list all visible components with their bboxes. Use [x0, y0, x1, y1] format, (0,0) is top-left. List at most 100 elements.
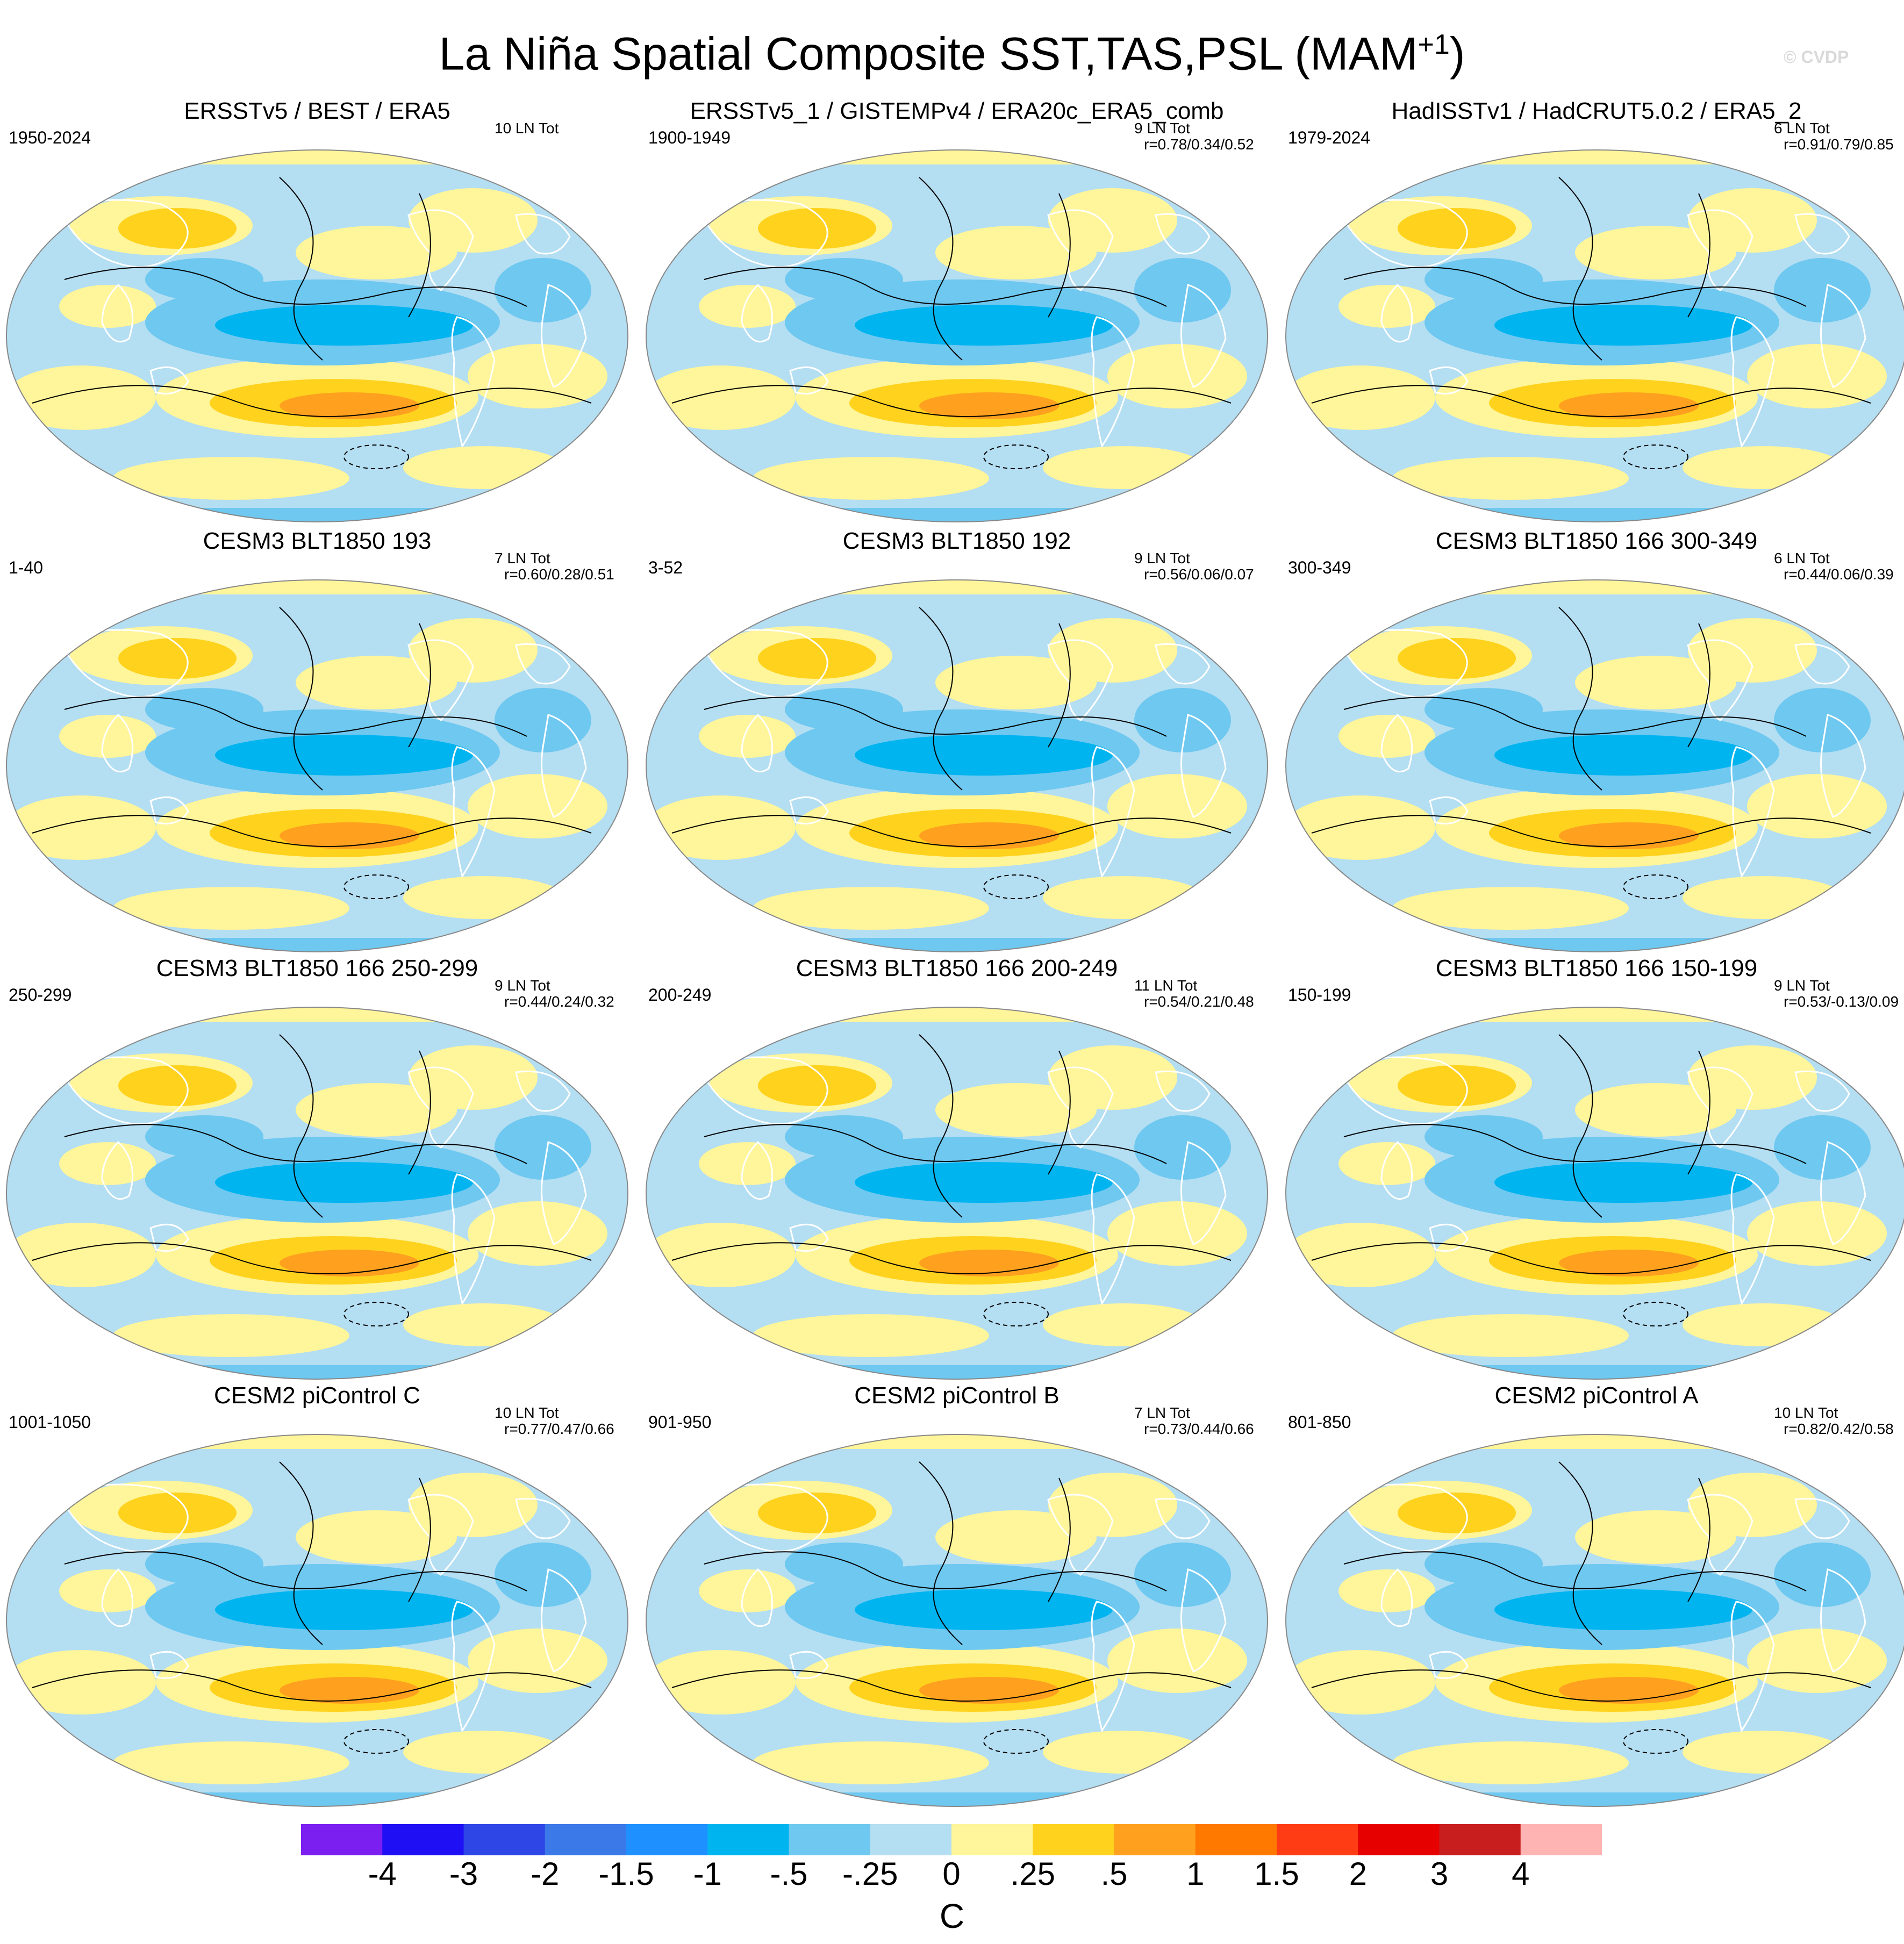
panel-event-count: 7 LN Tot — [495, 550, 550, 566]
panel-event-count: 10 LN Tot — [495, 1404, 559, 1421]
psl-contour — [279, 1034, 323, 1218]
psl-contour — [1558, 1461, 1602, 1645]
map-panel: CESM2 piControl A 801-850 10 LN Tot r=0.82/… — [1279, 1381, 1904, 1807]
warm-anomaly-region — [646, 795, 796, 860]
warm-anomaly-region — [113, 1741, 349, 1784]
warm-anomaly-region — [1575, 1083, 1736, 1137]
warm-anomaly-region — [1043, 1731, 1204, 1774]
warm-anomaly-region — [403, 1303, 564, 1346]
panel-title: CESM2 piControl B — [854, 1382, 1060, 1409]
coastline — [1429, 1223, 1469, 1252]
psl-contour — [408, 193, 431, 318]
coastline — [101, 283, 134, 343]
warm-anomaly-region — [1683, 1731, 1844, 1774]
globe-map — [646, 579, 1268, 952]
coastline — [1180, 1568, 1227, 1673]
coastline — [451, 746, 496, 878]
panel-event-count: 9 LN Tot — [1134, 120, 1190, 137]
globe-map — [1285, 1007, 1904, 1380]
warm-anomaly-region — [59, 1142, 156, 1185]
colorbar-tick-label: -2 — [531, 1856, 560, 1892]
arctic-band — [6, 1007, 628, 1022]
colorbar-tick-label: 1.5 — [1254, 1856, 1299, 1892]
warm-anomaly-region — [1392, 457, 1629, 500]
psl-contour — [279, 607, 323, 791]
coastline — [1429, 1651, 1469, 1679]
warm-anomaly-region — [113, 887, 349, 930]
map-panel: ERSSTv5 / BEST / ERA5 1950-2024 10 LN Tot — [0, 97, 634, 522]
psl-contour — [1343, 697, 1807, 737]
colorbar-swatch — [1114, 1824, 1196, 1855]
psl-contour — [919, 177, 963, 361]
cold-tongue — [215, 735, 473, 776]
warm-anomaly-region — [1043, 446, 1204, 489]
coastline — [1794, 1497, 1850, 1539]
psl-contour — [671, 1669, 1232, 1702]
map-panel: CESM2 piControl B 901-950 7 LN Tot r=0.73/0… — [640, 1381, 1274, 1807]
colorbar-tick-label: .25 — [1010, 1856, 1055, 1892]
coastline — [1820, 714, 1866, 818]
panel-event-count: 6 LN Tot — [1774, 550, 1830, 566]
coastline — [58, 629, 189, 698]
warm-anomaly-region — [1107, 344, 1247, 408]
colorbar-swatch — [1358, 1824, 1440, 1855]
cold-tongue — [215, 305, 473, 346]
psl-contour-negative — [343, 1302, 409, 1326]
warm-anomaly-region — [919, 1677, 1059, 1704]
psl-contour-negative — [343, 1729, 409, 1754]
coastline — [1687, 1494, 1753, 1576]
coastline — [789, 1651, 829, 1679]
cold-tongue — [855, 735, 1113, 776]
warm-anomaly-region — [403, 446, 564, 489]
warm-anomaly-region — [1338, 1142, 1435, 1185]
warm-anomaly-region — [6, 1650, 156, 1715]
warm-anomaly-region — [935, 1083, 1097, 1137]
arctic-band — [1286, 580, 1904, 594]
warm-anomaly-region — [118, 208, 237, 249]
colorbar-swatch — [789, 1824, 871, 1855]
coastline — [1047, 639, 1114, 721]
panel-title: ERSSTv5_1 / GISTEMPv4 / ERA20c_ERA5_comb — [690, 98, 1224, 124]
warm-anomaly-region — [1747, 1629, 1887, 1693]
colorbar — [301, 1824, 1602, 1855]
warm-anomaly-region — [1575, 226, 1736, 279]
cold-tongue — [855, 1162, 1113, 1203]
coastline — [1730, 316, 1775, 448]
warm-anomaly-region — [1688, 1045, 1817, 1110]
panel-period: 801-850 — [1288, 1412, 1351, 1432]
globe-outline — [646, 1007, 1268, 1380]
coastline — [789, 796, 829, 824]
coastline — [451, 316, 496, 448]
warm-anomaly-region — [919, 822, 1059, 849]
psl-contour-negative — [983, 444, 1049, 469]
map-panel: CESM2 piControl C 1001-1050 10 LN Tot r=0.7… — [0, 1381, 634, 1807]
warm-anomaly-region — [1338, 715, 1435, 758]
cold-anomaly-region — [495, 1115, 591, 1180]
warm-anomaly-region — [280, 1250, 419, 1276]
warm-anomaly-region — [1575, 1510, 1736, 1564]
globe-map — [6, 149, 628, 522]
warm-anomaly-region — [1048, 1045, 1177, 1110]
panel-period: 300-349 — [1288, 558, 1351, 577]
panel-title: CESM3 BLT1850 166 200-249 — [796, 955, 1118, 981]
warm-anomaly-region — [1559, 822, 1699, 849]
map-panel: CESM3 BLT1850 166 150-199 150-199 9 LN Tot… — [1279, 954, 1904, 1380]
cold-anomaly-region — [1134, 688, 1231, 752]
panel-title: CESM3 BLT1850 166 250-299 — [156, 955, 478, 981]
warm-anomaly-region — [1286, 1223, 1435, 1287]
coastline — [1820, 1141, 1866, 1245]
panel-title: HadISSTv1 / HadCRUT5.0.2 / ERA5_2 — [1391, 98, 1802, 124]
psl-contour — [408, 1050, 431, 1175]
panel-event-count: 7 LN Tot — [1134, 1404, 1190, 1421]
arctic-band — [1286, 150, 1904, 164]
psl-contour — [919, 1461, 963, 1645]
warm-anomaly-region — [1392, 887, 1629, 930]
psl-contour — [32, 1669, 592, 1702]
globe-outline — [646, 579, 1268, 952]
coastline — [1429, 366, 1469, 394]
coastline — [1337, 1483, 1468, 1553]
coastline — [58, 1483, 189, 1553]
coastline — [149, 366, 189, 394]
coastline — [1180, 714, 1227, 818]
coastline — [541, 1568, 587, 1673]
